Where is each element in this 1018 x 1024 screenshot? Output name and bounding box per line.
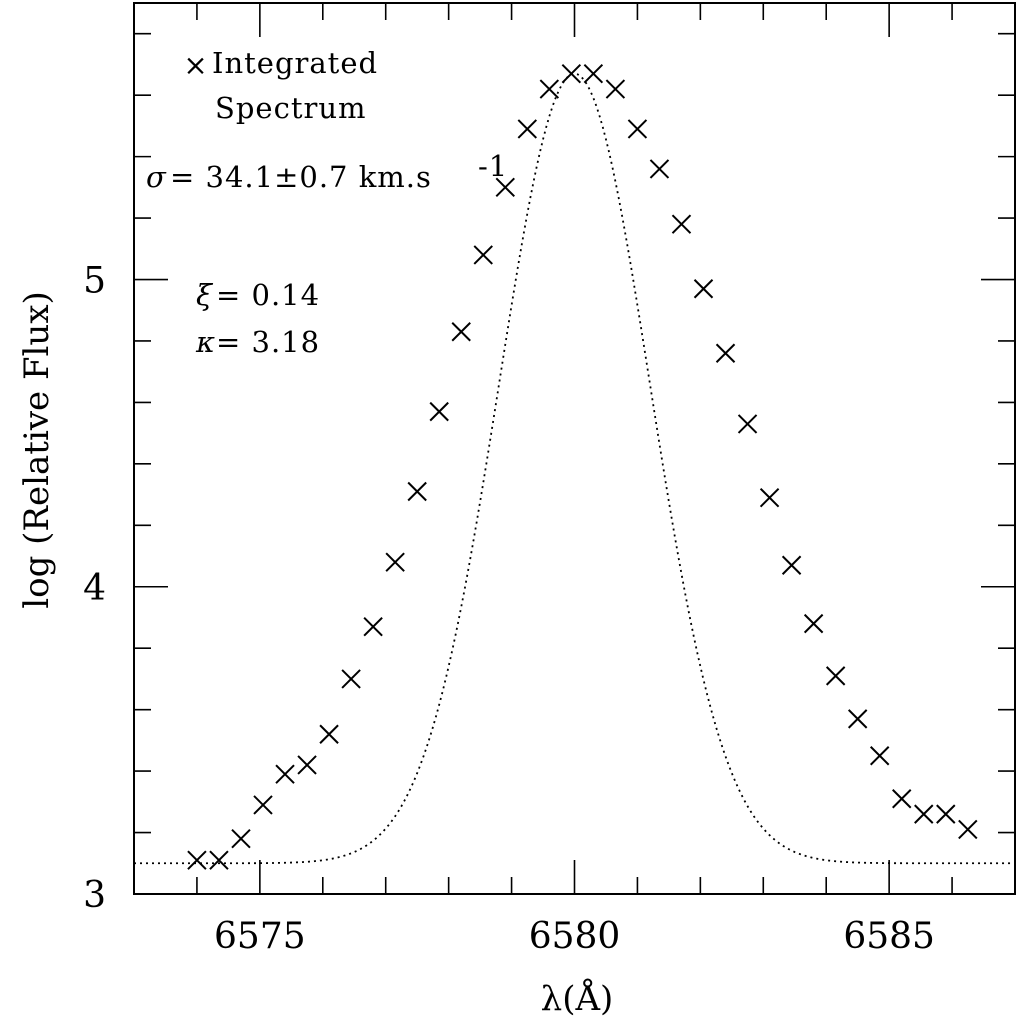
data-point: [869, 746, 890, 766]
data-point: [429, 401, 449, 422]
data-point: [473, 245, 493, 265]
annotation-xi: ξ = 0.14: [196, 278, 320, 312]
data-point: [737, 414, 758, 434]
kappa-value: = 3.18: [216, 325, 320, 359]
data-point: [958, 819, 978, 840]
data-point: [914, 804, 934, 824]
data-point: [803, 613, 824, 634]
xi-symbol: ξ: [196, 278, 214, 312]
data-point: [209, 850, 229, 870]
y-tick-label: 3: [83, 875, 106, 916]
data-point: [715, 343, 736, 363]
data-point: [825, 666, 846, 686]
data-point: [605, 79, 626, 99]
xi-value: = 0.14: [216, 278, 320, 312]
data-point: [297, 755, 317, 775]
data-point: [253, 795, 273, 815]
sigma-symbol: σ: [146, 160, 167, 194]
y-tick-label: 5: [83, 261, 106, 302]
data-point: [517, 119, 538, 139]
data-point: [231, 828, 251, 849]
data-point: [781, 555, 802, 575]
data-point: [539, 79, 560, 99]
data-point: [407, 481, 427, 502]
data-point: [892, 789, 912, 809]
y-axis-title: log (Relative Flux): [17, 291, 57, 609]
sigma-value: = 34.1±0.7 km.s: [170, 160, 432, 194]
data-point: [561, 63, 582, 84]
axis-ticks: [134, 3, 1015, 895]
data-point: [583, 63, 604, 84]
data-point: [847, 709, 868, 729]
data-point: [936, 804, 956, 824]
data-point: [319, 724, 339, 744]
data-point: [363, 616, 383, 637]
data-point: [187, 850, 207, 870]
data-point: [451, 322, 471, 342]
legend: × Integrated Spectrum: [183, 46, 378, 125]
data-points-layer: [187, 63, 978, 870]
plot-frame: [133, 2, 1016, 895]
x-axis-title: λ(Å): [541, 978, 614, 1019]
y-tick-label: 4: [83, 568, 106, 609]
legend-label-line2: Spectrum: [215, 91, 367, 125]
x-tick-label: 6575: [214, 916, 306, 957]
data-point: [627, 119, 648, 139]
sigma-exponent: -1: [478, 149, 508, 183]
annotation-kappa: κ = 3.18: [195, 325, 320, 359]
data-point: [671, 214, 692, 234]
kappa-symbol: κ: [195, 325, 216, 359]
data-point: [693, 279, 714, 299]
data-point: [385, 552, 405, 572]
data-point: [649, 159, 670, 179]
x-tick-label: 6585: [843, 916, 935, 957]
axis-tick-labels: 6575 6580 6585 3 4 5: [83, 261, 935, 957]
legend-marker: ×: [183, 48, 208, 82]
legend-label-line1: Integrated: [212, 46, 378, 80]
data-point: [759, 487, 780, 508]
annotation-sigma: σ = 34.1±0.7 km.s -1: [146, 149, 508, 194]
data-point: [275, 764, 295, 784]
data-point: [495, 177, 515, 198]
x-tick-label: 6580: [529, 916, 621, 957]
data-point: [341, 669, 361, 689]
